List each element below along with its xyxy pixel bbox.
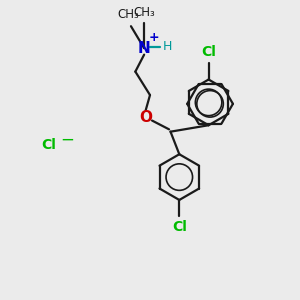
Text: Cl: Cl <box>201 45 216 59</box>
Text: +: + <box>148 31 159 44</box>
Text: H: H <box>162 40 172 53</box>
Text: CH₃: CH₃ <box>133 6 155 19</box>
Text: N: N <box>138 41 151 56</box>
Text: CH₃: CH₃ <box>118 8 140 21</box>
Text: −: − <box>61 130 74 148</box>
Text: Cl: Cl <box>42 138 56 152</box>
Text: Cl: Cl <box>172 220 187 235</box>
Text: O: O <box>139 110 152 124</box>
